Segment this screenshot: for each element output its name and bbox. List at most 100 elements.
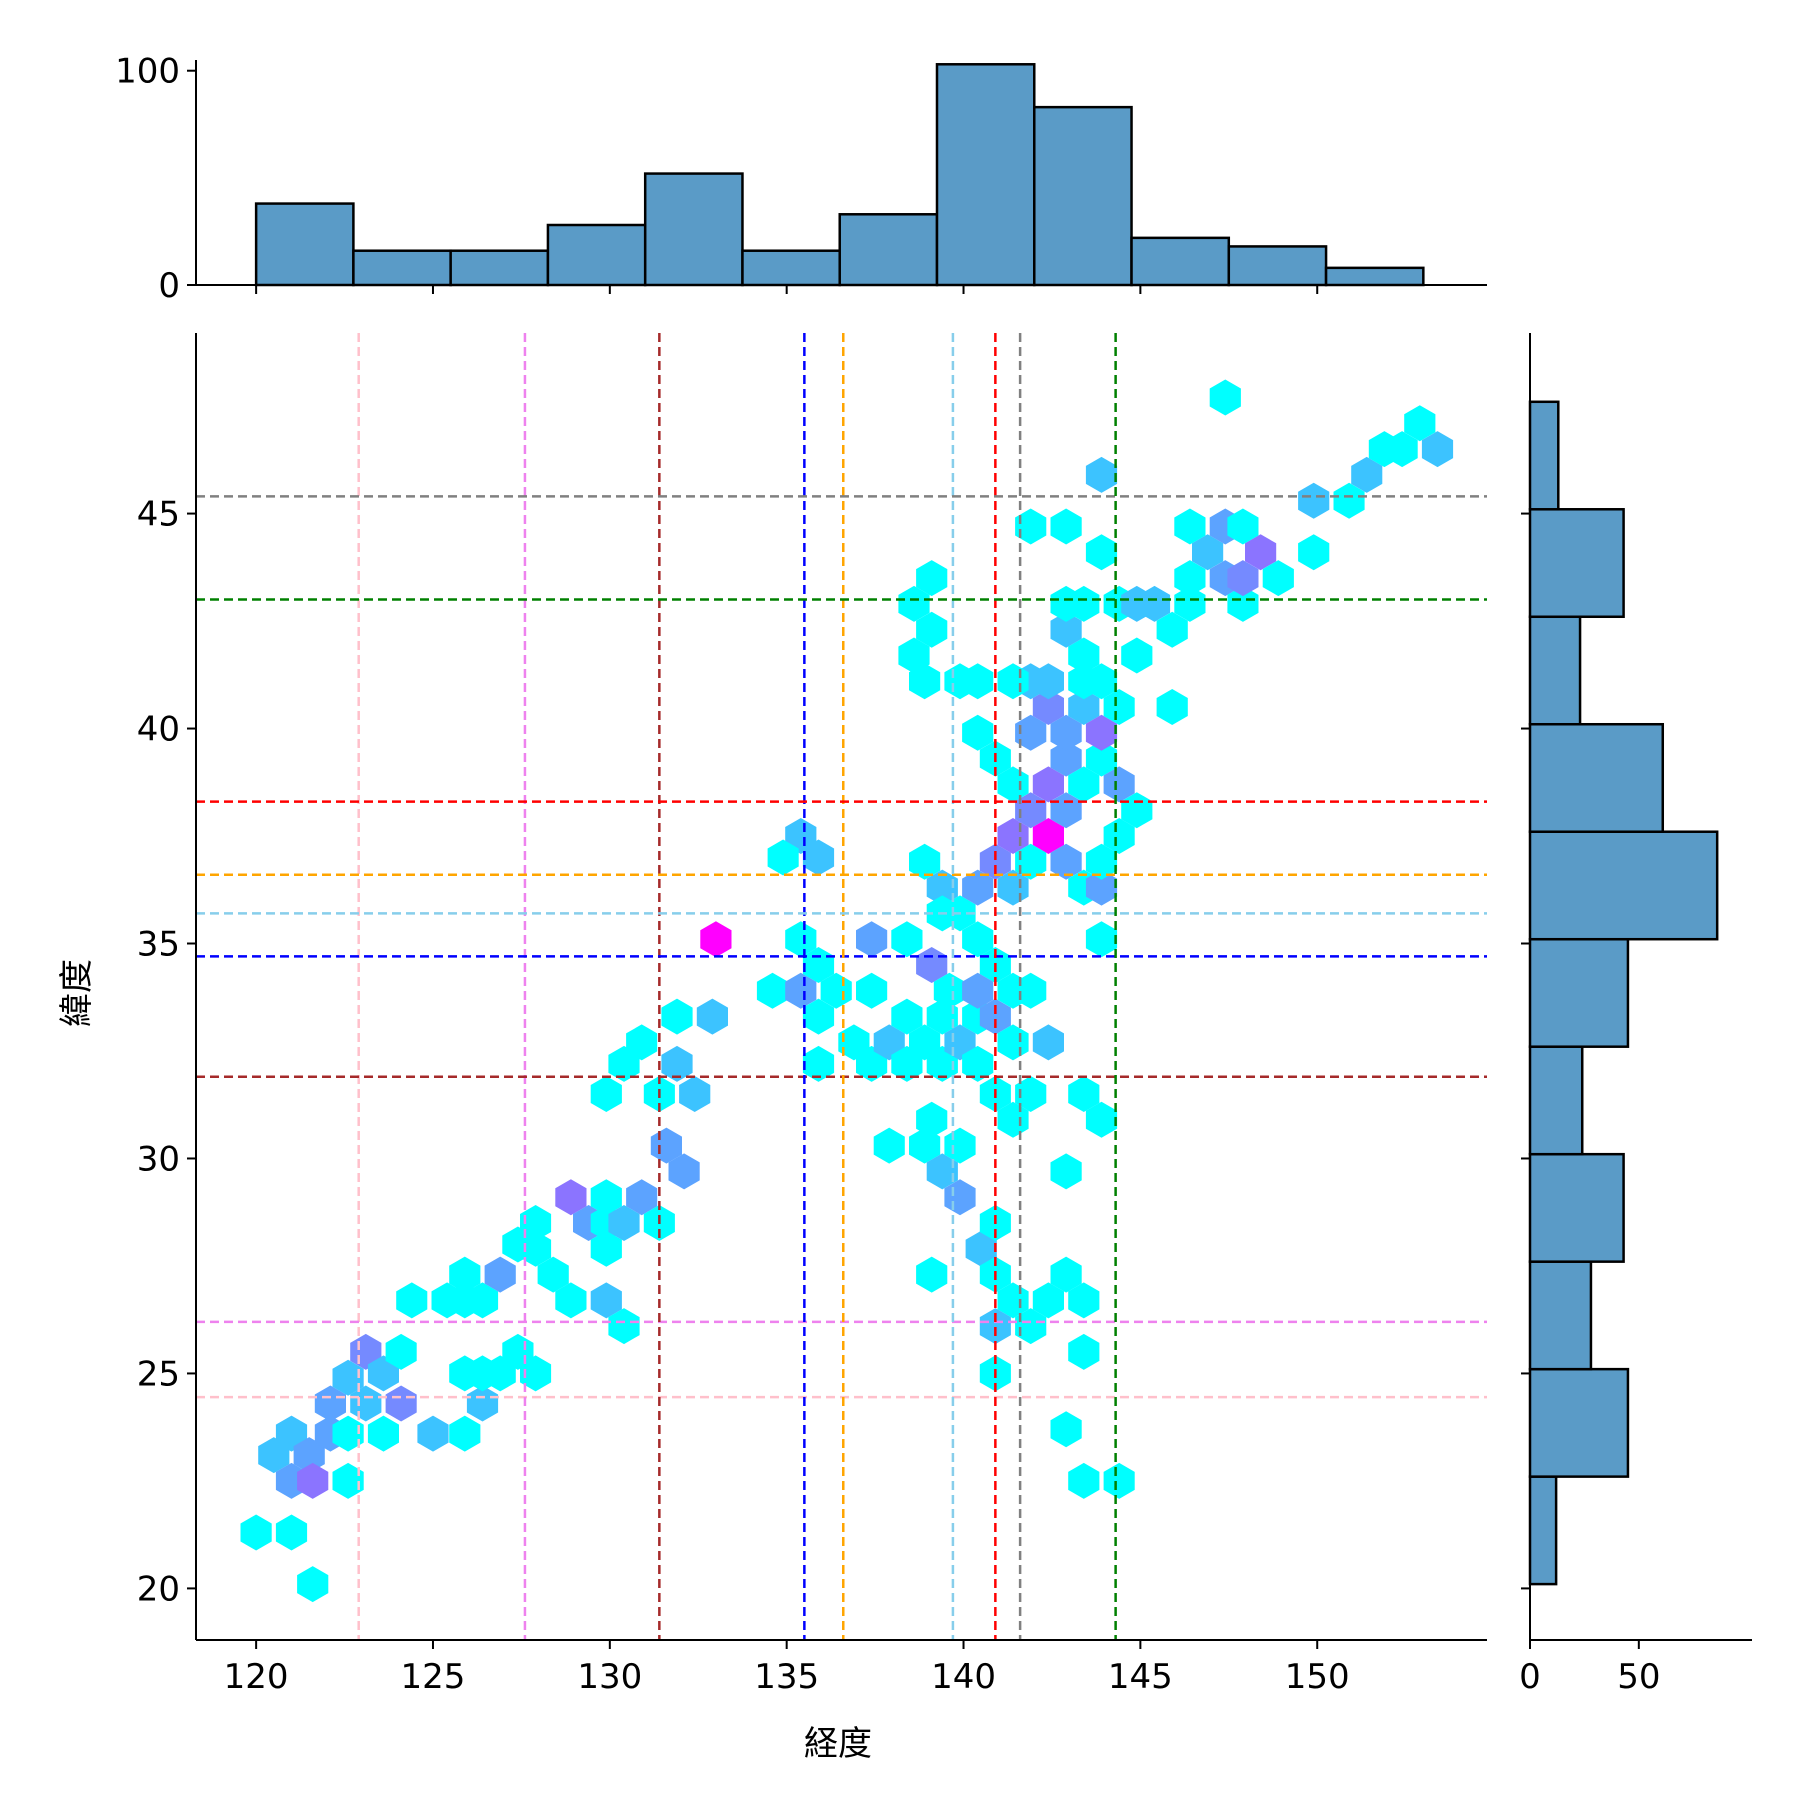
hexbin-cell: [1032, 818, 1064, 854]
top-histogram-bar: [546, 223, 647, 287]
hexbin-cell: [1050, 508, 1082, 545]
hexbin-cell: [1015, 1076, 1047, 1112]
hexbin-cell: [396, 1282, 428, 1319]
hexbin-cell: [1121, 637, 1153, 674]
hexbin-cell: [626, 1179, 658, 1216]
hexbin-cell: [856, 1045, 888, 1082]
hexbin-cell: [926, 869, 958, 906]
hexbin-cell: [661, 1045, 693, 1082]
hexbin-cell: [1209, 379, 1241, 416]
top-histogram-bar: [643, 172, 744, 287]
hexbin-cell: [1068, 585, 1100, 622]
right-hist-tick-label: 0: [1519, 1657, 1541, 1697]
hexbin-cell: [332, 1359, 364, 1396]
hexbin-cell: [1085, 1101, 1118, 1138]
hexbin-cell: [449, 1256, 481, 1293]
hexbin-cell: [1050, 1153, 1082, 1190]
hexbin-cell: [1050, 843, 1082, 880]
right-hist-tick-label: 50: [1617, 1657, 1660, 1697]
y-tick-label: 45: [137, 495, 180, 535]
top-histogram-bar: [254, 202, 355, 287]
hexbin-cell: [332, 1415, 364, 1452]
hexbin-cell: [1227, 508, 1259, 545]
x-axis-label: 経度: [804, 1724, 872, 1764]
top-histogram-bar: [1033, 105, 1133, 287]
hexbin-cell: [1085, 869, 1118, 906]
hexbin-cell: [1050, 1411, 1082, 1448]
hexbin-cell: [297, 1566, 329, 1603]
top-hist-tick-label: 0: [158, 266, 180, 306]
hexbin-cell: [367, 1415, 399, 1452]
hexbin-cell: [590, 1230, 622, 1267]
x-tick-label: 130: [577, 1657, 642, 1697]
main-axes: 120 125 130 135 140 145 150 20 25 30 35 40 45: [137, 333, 1487, 1697]
hexbin-cell: [1050, 611, 1082, 648]
hexbin-cell: [367, 1355, 399, 1392]
y-tick-label: 35: [137, 925, 180, 965]
x-tick-label: 150: [1285, 1657, 1350, 1697]
hexbin-cell: [962, 972, 994, 1009]
hexbin-cell: [1103, 766, 1135, 803]
hexbin-cell: [466, 1282, 499, 1319]
y-axis-label: 緯度: [57, 959, 97, 1027]
hexbin-cell: [1174, 560, 1206, 597]
hexbin-cell: [1015, 714, 1047, 751]
hexbin-cell: [385, 1385, 417, 1422]
hexbin-cell: [1050, 1256, 1082, 1293]
hexbin-cell: [785, 972, 817, 1009]
hexbin-cell: [1298, 534, 1330, 571]
hexbin-cell: [785, 818, 817, 854]
top-histogram-bar: [1130, 236, 1231, 287]
hexbin-cell: [1103, 818, 1135, 854]
hexbin-cell: [275, 1514, 308, 1551]
hexbin-cell: [916, 611, 948, 648]
hexbin-cell: [785, 921, 817, 958]
hexbin-cell: [916, 1256, 948, 1293]
top-histogram-bar: [741, 249, 841, 287]
x-tick-label: 125: [401, 1657, 466, 1697]
hexbin-cell: [979, 843, 1011, 880]
hexbin-cell: [1085, 740, 1118, 777]
hexbin-cell: [1085, 534, 1118, 571]
hexbin-cell: [873, 1127, 905, 1164]
hexbin-cell: [293, 1437, 325, 1474]
hexbin-cell: [679, 1076, 711, 1112]
right-histogram-bar: [1528, 1045, 1584, 1156]
right-histogram-bar: [1528, 508, 1625, 619]
hexbin-cell: [1068, 1333, 1100, 1370]
hexbin-cell: [1032, 1282, 1064, 1319]
hexbin-cell: [1333, 482, 1365, 519]
hexbin-cell: [1103, 1462, 1135, 1499]
top-histogram-bar: [352, 249, 452, 287]
hexbin-cell: [417, 1415, 449, 1452]
hexbin-cell: [1404, 405, 1436, 442]
right-histogram-bar: [1528, 1152, 1625, 1263]
hexbin-cell: [979, 998, 1011, 1035]
hexbin-cell: [916, 1101, 948, 1138]
hexbin-cell: [1068, 1282, 1100, 1319]
hexbin-cell: [965, 1230, 997, 1267]
hexbin-cell: [962, 1045, 994, 1082]
hexbin-cell: [1015, 508, 1047, 545]
top-hist-tick-label: 100: [115, 52, 180, 92]
hexbin-cell: [1227, 560, 1259, 597]
hexbin-cell: [626, 1024, 658, 1061]
hexbin-cell: [1050, 740, 1082, 777]
hexbin-cell: [1245, 534, 1277, 571]
hexbin-cell: [909, 843, 941, 880]
hexbin-cell: [1068, 1076, 1100, 1112]
x-tick-label: 135: [754, 1657, 819, 1697]
hexbin-cell: [590, 1076, 622, 1112]
hexbin-cell: [891, 998, 923, 1035]
hexbin-cell: [1192, 534, 1224, 571]
hexbin-cell: [898, 585, 930, 622]
hexbin-cell: [668, 1153, 700, 1190]
hexbin-cell: [1032, 766, 1064, 803]
hexbin-cell: [1103, 689, 1135, 725]
y-tick-label: 40: [137, 710, 180, 750]
hexbin-cell: [1032, 1024, 1064, 1061]
hexbin-cell: [449, 1415, 481, 1452]
hexbin-cell: [979, 1308, 1011, 1345]
hexbin-cell: [1351, 456, 1383, 493]
hexbin-cell: [1068, 766, 1100, 803]
